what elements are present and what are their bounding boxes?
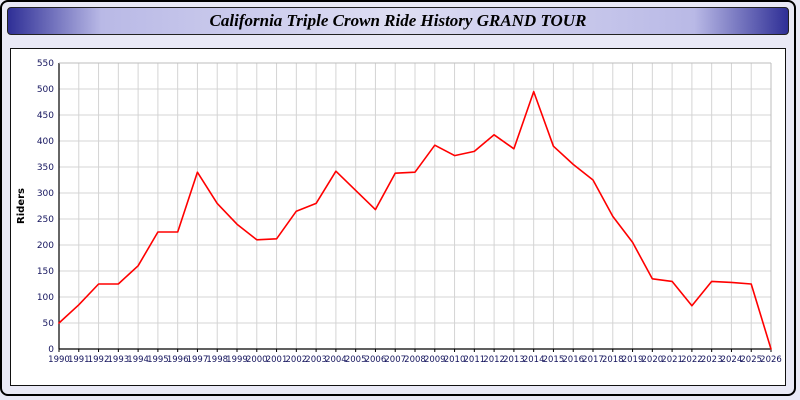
svg-text:2015: 2015 — [543, 355, 565, 365]
svg-text:2025: 2025 — [740, 355, 762, 365]
svg-text:2016: 2016 — [562, 355, 584, 365]
svg-text:1990: 1990 — [48, 355, 70, 365]
svg-text:1997: 1997 — [187, 355, 209, 365]
svg-text:100: 100 — [37, 293, 54, 303]
svg-text:1998: 1998 — [206, 355, 228, 365]
svg-text:2014: 2014 — [523, 355, 545, 365]
svg-text:2024: 2024 — [721, 355, 743, 365]
svg-text:350: 350 — [37, 163, 54, 173]
svg-text:2023: 2023 — [701, 355, 723, 365]
svg-text:550: 550 — [37, 59, 54, 69]
svg-text:2001: 2001 — [266, 355, 288, 365]
svg-text:1993: 1993 — [108, 355, 130, 365]
svg-text:1992: 1992 — [88, 355, 110, 365]
svg-text:2020: 2020 — [642, 355, 664, 365]
svg-text:2019: 2019 — [622, 355, 644, 365]
svg-text:Riders: Riders — [16, 188, 27, 224]
svg-text:2004: 2004 — [325, 355, 347, 365]
svg-text:2010: 2010 — [444, 355, 466, 365]
svg-text:2008: 2008 — [404, 355, 426, 365]
svg-text:1999: 1999 — [226, 355, 248, 365]
svg-text:450: 450 — [37, 111, 54, 121]
svg-text:2011: 2011 — [464, 355, 486, 365]
svg-text:0: 0 — [48, 345, 54, 355]
svg-text:2018: 2018 — [602, 355, 624, 365]
svg-text:2022: 2022 — [681, 355, 703, 365]
chart-panel: 0 50 100 150 200 250 300 350 400 450 500 550 1990 199… — [10, 48, 786, 386]
svg-text:2005: 2005 — [345, 355, 367, 365]
svg-text:1994: 1994 — [127, 355, 149, 365]
svg-text:2012: 2012 — [483, 355, 505, 365]
svg-text:1996: 1996 — [167, 355, 189, 365]
chart-title: California Triple Crown Ride History GRA… — [209, 11, 587, 30]
svg-text:50: 50 — [43, 319, 55, 329]
svg-text:200: 200 — [37, 241, 54, 251]
svg-text:2002: 2002 — [286, 355, 308, 365]
svg-text:250: 250 — [37, 215, 54, 225]
svg-text:2026: 2026 — [760, 355, 782, 365]
line-chart: 0501001502002503003504004505005501990199… — [16, 59, 782, 365]
svg-text:2000: 2000 — [246, 355, 268, 365]
svg-text:2006: 2006 — [365, 355, 387, 365]
svg-text:1995: 1995 — [147, 355, 169, 365]
svg-text:150: 150 — [37, 267, 54, 277]
svg-text:2021: 2021 — [661, 355, 683, 365]
svg-text:500: 500 — [37, 85, 54, 95]
svg-text:1991: 1991 — [68, 355, 90, 365]
svg-text:2017: 2017 — [582, 355, 604, 365]
svg-text:2003: 2003 — [305, 355, 327, 365]
svg-text:300: 300 — [37, 189, 54, 199]
svg-text:2007: 2007 — [384, 355, 406, 365]
svg-text:2013: 2013 — [503, 355, 525, 365]
chart-title-bar: California Triple Crown Ride History GRA… — [7, 7, 789, 35]
svg-text:400: 400 — [37, 137, 54, 147]
svg-text:2009: 2009 — [424, 355, 446, 365]
